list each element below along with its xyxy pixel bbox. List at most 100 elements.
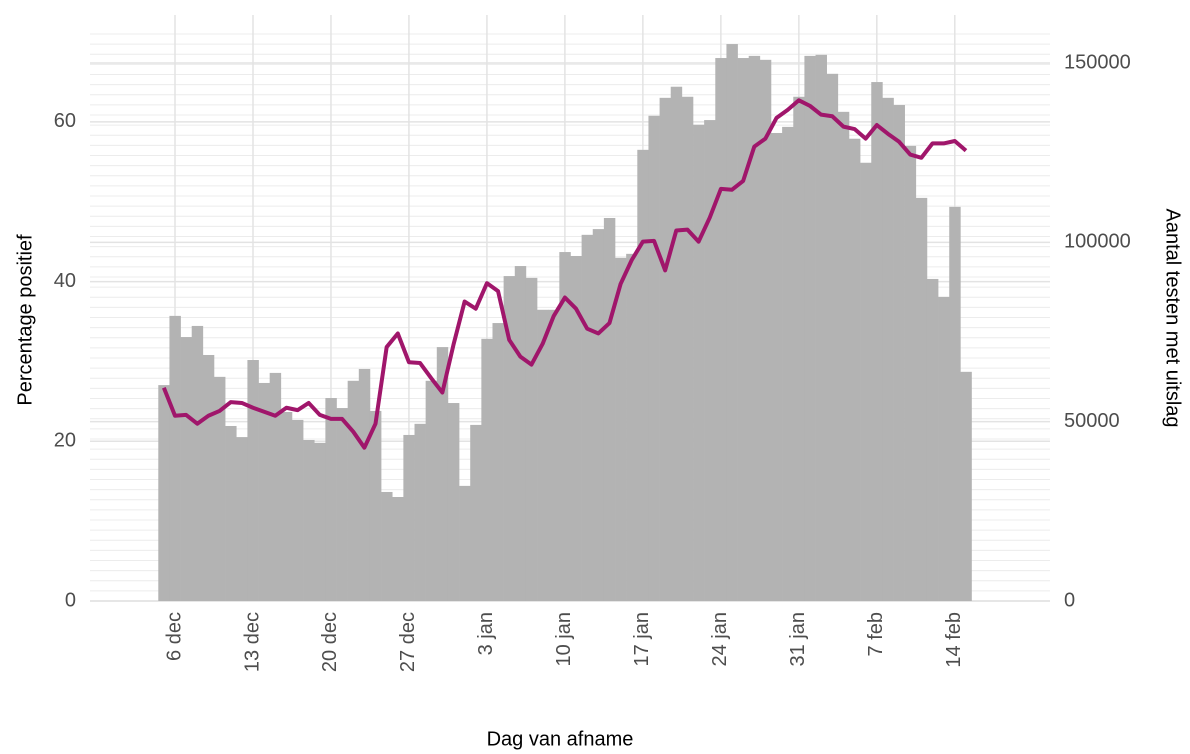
bar bbox=[860, 162, 872, 602]
bar bbox=[158, 385, 170, 601]
bar bbox=[893, 105, 905, 601]
bar bbox=[681, 96, 694, 601]
bar bbox=[213, 376, 226, 601]
y2-tick-label: 50000 bbox=[1064, 410, 1120, 432]
bar bbox=[770, 132, 783, 602]
bar bbox=[960, 371, 972, 601]
bar bbox=[414, 423, 426, 601]
bar bbox=[659, 97, 672, 601]
x-tick-label: 10 jan bbox=[553, 612, 575, 667]
bar bbox=[436, 347, 449, 601]
label-layer: 0 20 40 60 0 50000 100000 150000 6 dec 13 dec 20 d… bbox=[54, 51, 1131, 672]
bar bbox=[938, 296, 950, 601]
x-tick-label: 17 jan bbox=[631, 612, 653, 667]
bar bbox=[403, 434, 415, 601]
bar bbox=[347, 380, 360, 601]
x-tick-label: 14 feb bbox=[943, 612, 965, 668]
bar bbox=[726, 44, 738, 601]
x-tick-label: 3 jan bbox=[475, 612, 497, 655]
bar bbox=[592, 229, 605, 601]
bar bbox=[470, 424, 482, 601]
bar bbox=[826, 73, 839, 601]
x-tick-label: 31 jan bbox=[787, 612, 809, 667]
bar bbox=[392, 496, 404, 601]
line bbox=[162, 98, 968, 450]
bar bbox=[548, 309, 560, 601]
x-tick-label: 6 dec bbox=[163, 612, 185, 661]
bar bbox=[793, 96, 805, 601]
bar bbox=[670, 86, 683, 601]
y2-tick-label: 150000 bbox=[1064, 51, 1131, 73]
bar bbox=[837, 111, 850, 601]
bar bbox=[481, 338, 493, 601]
y2-tick-label: 100000 bbox=[1064, 231, 1131, 253]
y-tick-label: 20 bbox=[54, 430, 76, 452]
bar bbox=[704, 120, 716, 601]
bar bbox=[314, 442, 326, 601]
bar bbox=[236, 437, 248, 601]
bar bbox=[169, 315, 181, 601]
bar bbox=[804, 55, 816, 602]
bar bbox=[926, 278, 939, 601]
bar bbox=[425, 380, 438, 601]
bar bbox=[693, 124, 705, 601]
x-tick-label: 7 feb bbox=[865, 612, 887, 656]
bar bbox=[648, 115, 660, 602]
bar bbox=[258, 382, 270, 601]
bar bbox=[848, 138, 861, 601]
bar bbox=[626, 253, 638, 601]
bar bbox=[525, 277, 538, 601]
bar bbox=[581, 234, 594, 602]
bar bbox=[369, 410, 382, 601]
bar bbox=[570, 255, 582, 601]
bar bbox=[358, 368, 371, 601]
bar bbox=[303, 439, 315, 601]
bar bbox=[459, 485, 471, 601]
bar bbox=[247, 359, 259, 601]
x-tick-label: 13 dec bbox=[241, 612, 263, 672]
bar bbox=[815, 54, 827, 601]
mark-layer bbox=[158, 44, 972, 602]
bar bbox=[637, 149, 649, 601]
bar bbox=[904, 145, 917, 601]
bar bbox=[180, 337, 193, 601]
x-axis-title: Dag van afname bbox=[487, 728, 634, 750]
bar bbox=[603, 217, 616, 601]
x-tick-label: 20 dec bbox=[319, 612, 341, 672]
x-tick-label: 27 dec bbox=[397, 612, 419, 672]
x-tick-label: 24 jan bbox=[709, 612, 731, 667]
bar bbox=[537, 309, 549, 601]
bar bbox=[225, 425, 237, 601]
y2-axis-title: Aantal testen met uitslag bbox=[1162, 208, 1184, 427]
bar bbox=[447, 403, 460, 601]
bar bbox=[871, 82, 883, 601]
plot-layer: 0 20 40 60 0 50000 100000 150000 6 dec 13 dec 20 d… bbox=[54, 15, 1131, 672]
bar bbox=[381, 491, 393, 601]
y-axis-title: Percentage positief bbox=[14, 234, 36, 406]
bar bbox=[949, 206, 961, 601]
y2-tick-label: 0 bbox=[1064, 589, 1075, 611]
bar bbox=[269, 372, 282, 601]
y-tick-label: 60 bbox=[54, 110, 76, 132]
bar bbox=[291, 419, 304, 601]
bar bbox=[325, 398, 337, 601]
bar bbox=[503, 276, 516, 601]
bar bbox=[882, 97, 894, 601]
bar bbox=[514, 266, 527, 601]
bar bbox=[492, 323, 504, 601]
bar bbox=[748, 55, 761, 602]
bar bbox=[715, 58, 727, 602]
bar bbox=[336, 408, 348, 601]
bar bbox=[559, 252, 571, 602]
bar bbox=[615, 257, 627, 601]
bar bbox=[202, 354, 215, 601]
bar bbox=[915, 197, 928, 601]
bar bbox=[737, 58, 750, 602]
y-tick-label: 0 bbox=[65, 589, 76, 611]
bar bbox=[191, 325, 204, 601]
bar bbox=[759, 59, 772, 601]
bar bbox=[280, 412, 293, 601]
y-tick-label: 40 bbox=[54, 270, 76, 292]
bar bbox=[782, 126, 794, 602]
